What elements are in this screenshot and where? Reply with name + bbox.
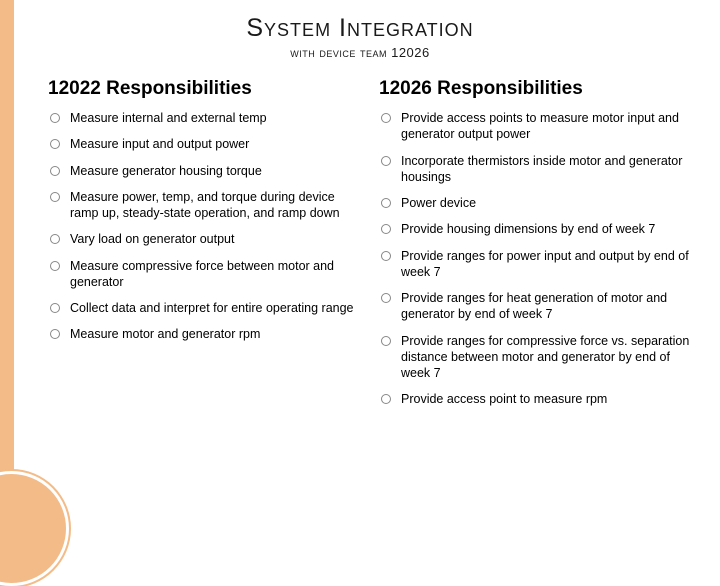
list-item: Incorporate thermistors inside motor and… — [379, 153, 692, 186]
left-column: 12022 Responsibilities Measure internal … — [48, 78, 361, 418]
list-item: Collect data and interpret for entire op… — [48, 300, 361, 316]
slide-subtitle: with device team 12026 — [28, 45, 692, 60]
list-item: Provide housing dimensions by end of wee… — [379, 221, 692, 237]
list-item: Provide access points to measure motor i… — [379, 110, 692, 143]
list-item: Measure motor and generator rpm — [48, 326, 361, 342]
list-item: Provide ranges for power input and outpu… — [379, 248, 692, 281]
slide-title: System Integration — [28, 14, 692, 43]
slide-content: System Integration with device team 1202… — [0, 0, 720, 540]
columns: 12022 Responsibilities Measure internal … — [48, 78, 692, 418]
list-item: Provide ranges for compressive force vs.… — [379, 333, 692, 382]
list-item: Power device — [379, 195, 692, 211]
subtitle-team: 12026 — [391, 45, 430, 60]
list-item: Measure compressive force between motor … — [48, 258, 361, 291]
title-block: System Integration with device team 1202… — [28, 14, 692, 60]
right-column: 12026 Responsibilities Provide access po… — [379, 78, 692, 418]
left-list: Measure internal and external temp Measu… — [48, 110, 361, 343]
list-item: Provide ranges for heat generation of mo… — [379, 290, 692, 323]
list-item: Provide access point to measure rpm — [379, 391, 692, 407]
right-list: Provide access points to measure motor i… — [379, 110, 692, 408]
left-heading: 12022 Responsibilities — [48, 78, 361, 100]
list-item: Measure power, temp, and torque during d… — [48, 189, 361, 222]
right-heading: 12026 Responsibilities — [379, 78, 692, 100]
list-item: Measure internal and external temp — [48, 110, 361, 126]
list-item: Measure generator housing torque — [48, 163, 361, 179]
list-item: Measure input and output power — [48, 136, 361, 152]
subtitle-prefix: with device team — [290, 45, 391, 60]
list-item: Vary load on generator output — [48, 231, 361, 247]
